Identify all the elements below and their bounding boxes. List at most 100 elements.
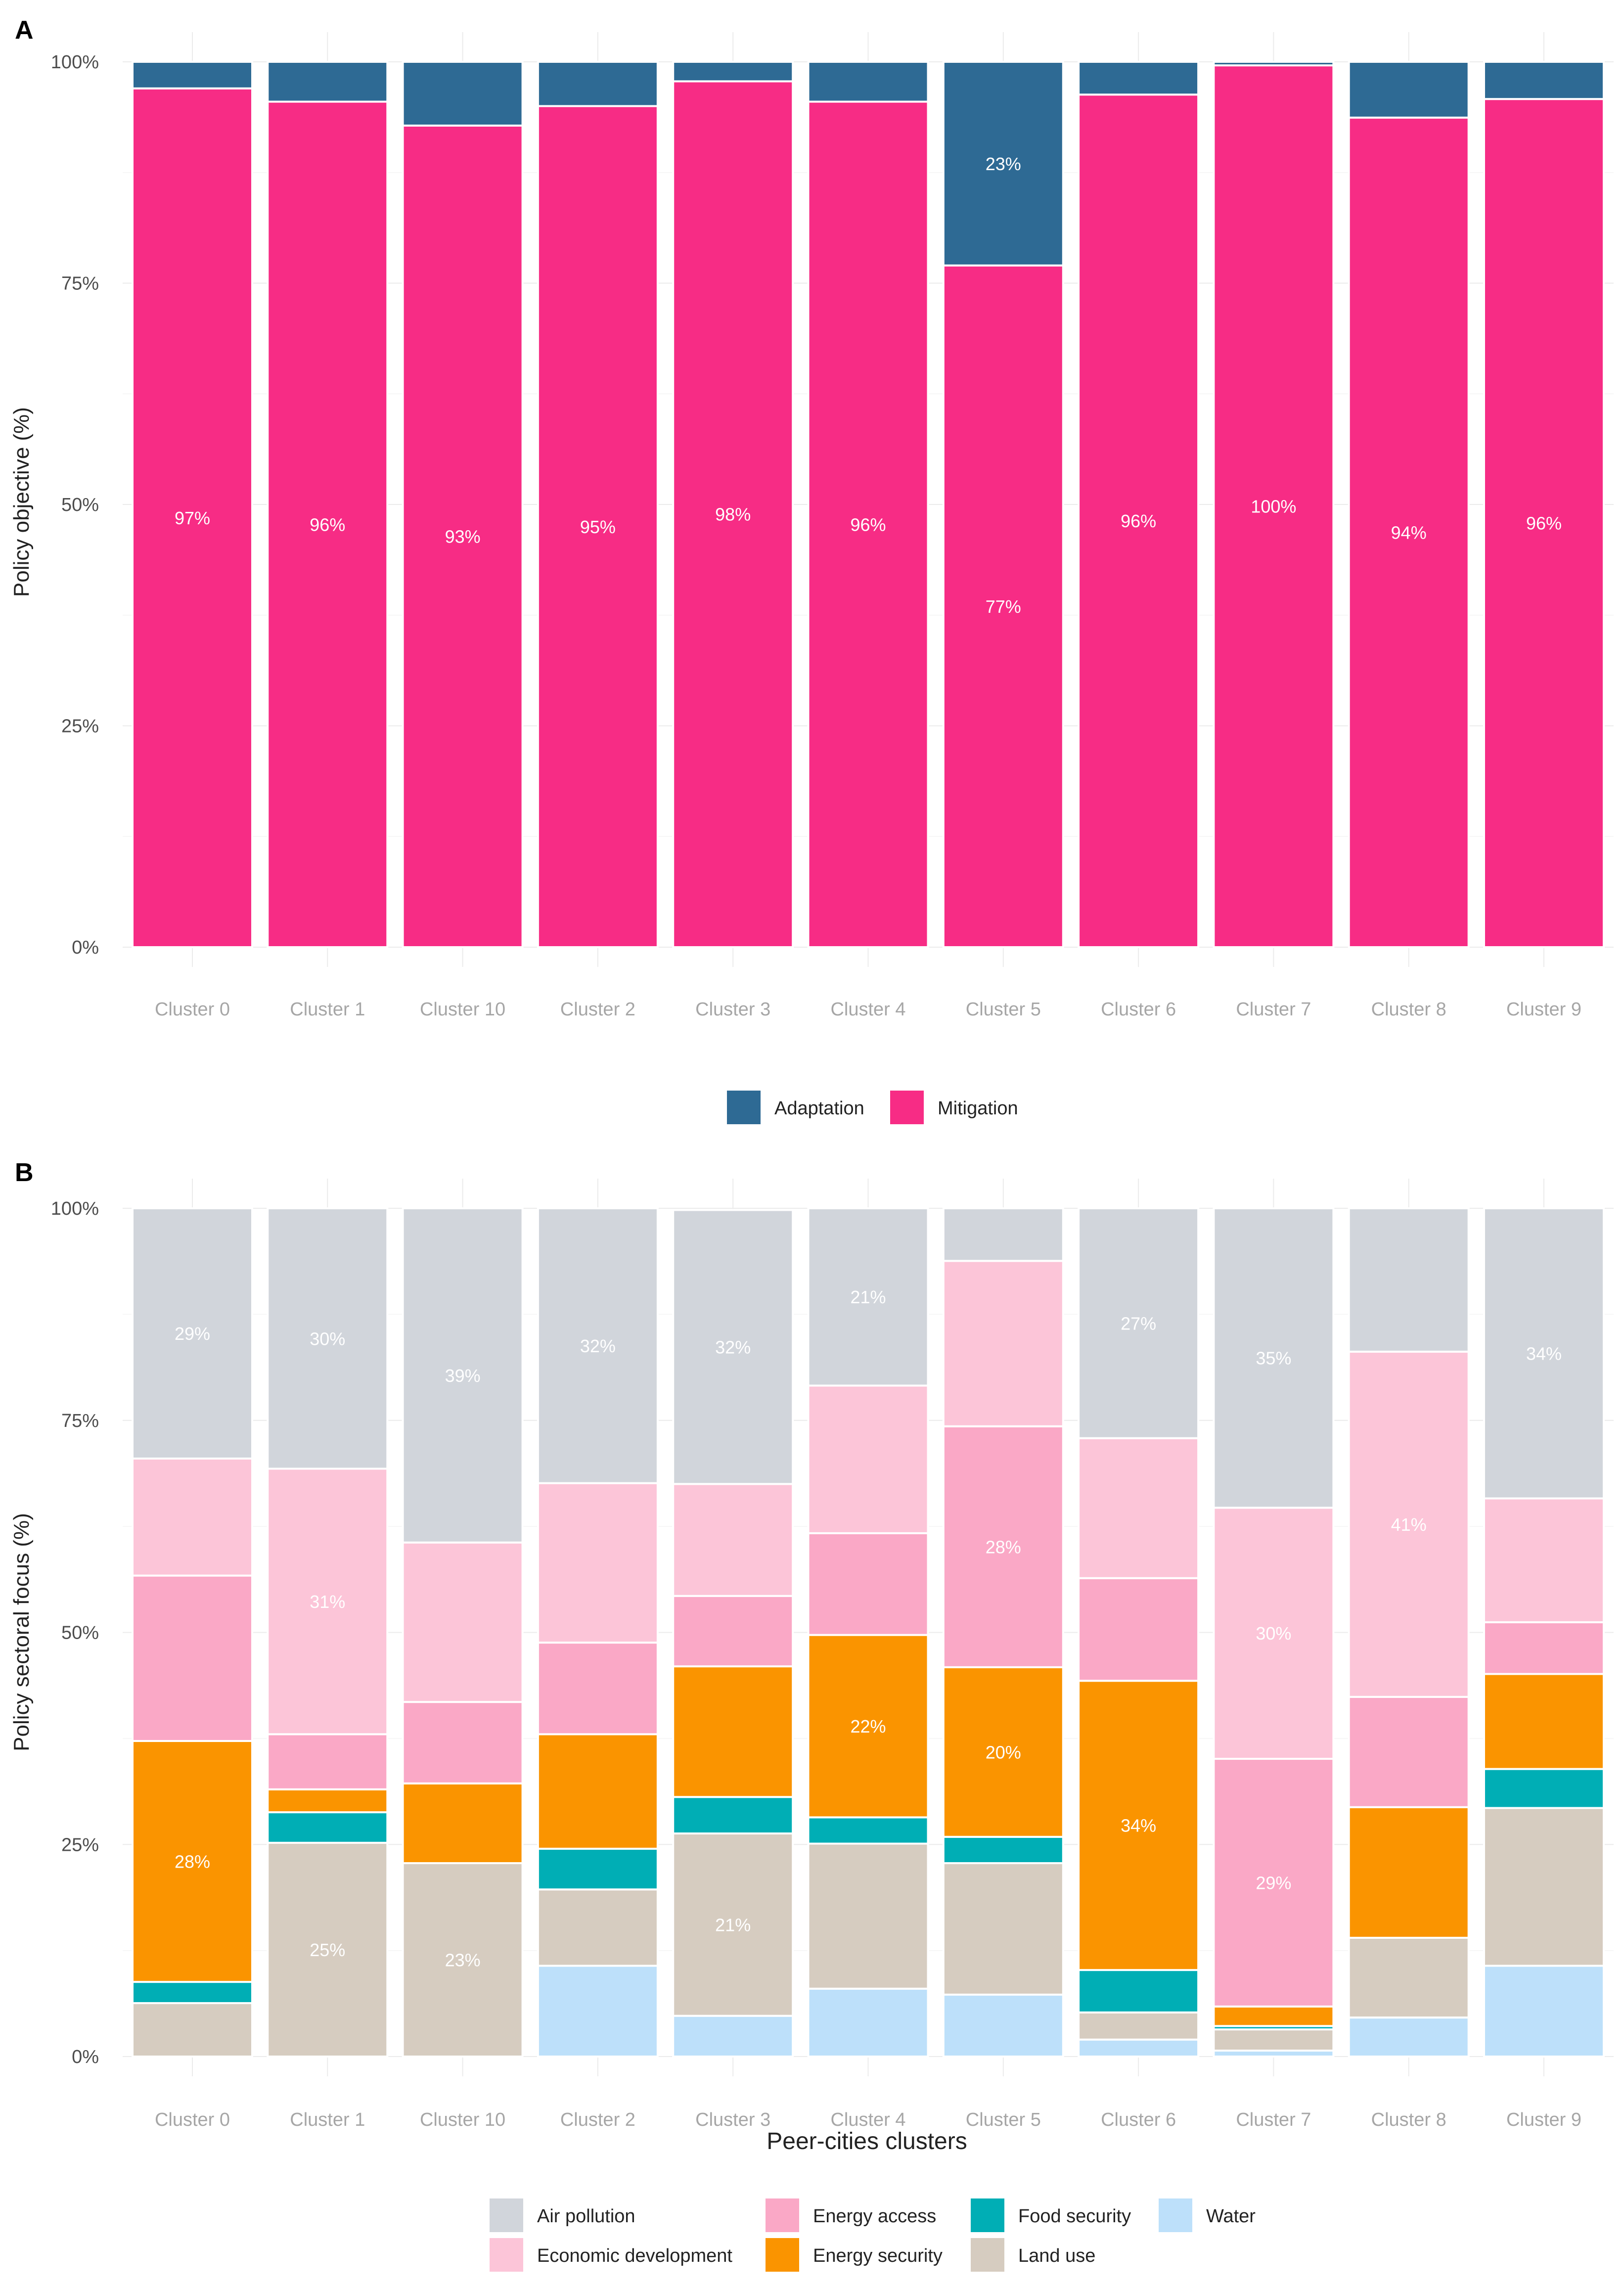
data-label: 96% — [1526, 513, 1562, 534]
x-tick-label: Cluster 10 — [420, 2109, 505, 2130]
legend-swatch-water — [1159, 2198, 1192, 2232]
bar-segment-cluster-9-economic-development — [1483, 1497, 1605, 1623]
x-tick-label: Cluster 8 — [1371, 999, 1446, 1020]
bar-segment-cluster-0-adaptation — [132, 61, 253, 90]
x-tick-label: Cluster 7 — [1236, 2109, 1311, 2130]
panel-b-x-axis-title: Peer-cities clusters — [767, 2128, 967, 2154]
bar-segment-cluster-0-mitigation — [132, 87, 253, 949]
x-tick-label: Cluster 8 — [1371, 2109, 1446, 2130]
legend-label-economic-development: Economic development — [537, 2245, 732, 2266]
data-label: 100% — [1251, 497, 1296, 517]
bar-segment-cluster-2-adaptation — [537, 61, 659, 107]
data-label: 25% — [310, 1940, 345, 1960]
data-label: 35% — [1256, 1348, 1291, 1369]
panel-a-x-ticks: Cluster 0 Cluster 1 Cluster 10 Cluster 2 Clu… — [155, 999, 1581, 1020]
panel-a-y-ticks: 0% 25% 50% 75% 100% — [51, 52, 99, 958]
bar-segment-cluster-5-energy-security — [942, 1666, 1064, 1838]
x-tick-label: Cluster 1 — [290, 999, 365, 1020]
legend-label-food-security: Food security — [1018, 2206, 1131, 2227]
bar-segment-cluster-2-energy-security — [537, 1733, 659, 1850]
bar-segment-cluster-9-air-pollution — [1483, 1207, 1605, 1500]
bar-segment-cluster-5-economic-development — [942, 1260, 1064, 1427]
bar-segment-cluster-6-air-pollution — [1078, 1207, 1200, 1439]
panel-b-x-ticks: Cluster 0 Cluster 1 Cluster 10 Cluster 2 Clu… — [155, 2109, 1581, 2130]
bar-segment-cluster-5-mitigation — [942, 264, 1064, 949]
panel-b-y-ticks: 0% 25% 50% 75% 100% — [51, 1198, 99, 2067]
x-tick-label: Cluster 5 — [966, 999, 1041, 1020]
data-label: 95% — [580, 517, 616, 537]
x-tick-label: Cluster 3 — [695, 2109, 770, 2130]
legend-swatch-air-pollution — [490, 2198, 523, 2232]
bar-segment-cluster-1-adaptation — [267, 61, 389, 103]
bar-segment-cluster-2-air-pollution — [537, 1207, 659, 1484]
x-tick-label: Cluster 4 — [830, 2109, 905, 2130]
bar-segment-cluster-7-energy-security — [1213, 2005, 1335, 2027]
x-tick-label: Cluster 6 — [1101, 2109, 1176, 2130]
bar-segment-cluster-10-mitigation — [402, 124, 524, 948]
bar-segment-cluster-5-water — [942, 1993, 1064, 2058]
data-label: 22% — [850, 1716, 886, 1737]
bar-segment-cluster-1-energy-access — [267, 1733, 389, 1790]
x-tick-label: Cluster 3 — [695, 999, 770, 1020]
bar-segment-cluster-1-mitigation — [267, 100, 389, 948]
bar-segment-cluster-9-mitigation — [1483, 98, 1605, 948]
data-label: 41% — [1391, 1514, 1427, 1535]
data-label: 21% — [850, 1287, 886, 1307]
bar-segment-cluster-4-air-pollution — [807, 1207, 929, 1387]
bar-segment-cluster-5-energy-access — [942, 1425, 1064, 1668]
bar-segment-cluster-4-energy-access — [807, 1532, 929, 1636]
bar-segment-cluster-0-land-use — [132, 2002, 253, 2058]
bar-segment-cluster-3-air-pollution — [672, 1209, 794, 1485]
legend-swatch-economic-development — [490, 2238, 523, 2272]
x-tick-label: Cluster 0 — [155, 2109, 230, 2130]
bar-segment-cluster-5-adaptation — [942, 61, 1064, 267]
data-label: 31% — [310, 1592, 345, 1612]
y-tick-label: 25% — [61, 716, 99, 737]
bar-segment-cluster-2-water — [537, 1965, 659, 2058]
data-label: 30% — [310, 1328, 345, 1349]
panel-a: A 97% 96%93% 95%98%96%77%23%96%100%94% 96% … — [9, 16, 1614, 1124]
panel-b-y-axis-title: Policy sectoral focus (%) — [9, 1513, 34, 1751]
y-tick-label: 0% — [72, 937, 99, 958]
bar-segment-cluster-2-energy-access — [537, 1642, 659, 1736]
bar-segment-cluster-8-energy-access — [1348, 1695, 1470, 1808]
legend-label-mitigation: Mitigation — [938, 1098, 1018, 1119]
bar-segment-cluster-6-adaptation — [1078, 61, 1200, 96]
bar-segment-cluster-8-adaptation — [1348, 61, 1470, 119]
bar-segment-cluster-10-energy-security — [402, 1782, 524, 1864]
bar-segment-cluster-3-economic-development — [672, 1483, 794, 1597]
panel-b: B 29% 28% 30% 31% 25% 39% 23% 32% 32% 21% 21% 22% 28… — [9, 1158, 1614, 2272]
bar-segment-cluster-5-food-security — [942, 1835, 1064, 1864]
y-tick-label: 100% — [51, 52, 99, 73]
data-label: 23% — [986, 154, 1021, 174]
data-label: 32% — [715, 1337, 751, 1357]
bar-segment-cluster-9-energy-security — [1483, 1673, 1605, 1770]
legend-swatch-mitigation — [890, 1091, 924, 1124]
data-label: 97% — [175, 508, 210, 528]
bar-segment-cluster-2-land-use — [537, 1888, 659, 1967]
bar-segment-cluster-10-energy-access — [402, 1701, 524, 1785]
bar-segment-cluster-0-economic-development — [132, 1457, 253, 1577]
bar-segment-cluster-9-adaptation — [1483, 61, 1605, 100]
legend-label-energy-access: Energy access — [813, 2206, 936, 2227]
bar-segment-cluster-8-land-use — [1348, 1936, 1470, 2019]
data-label: 96% — [850, 514, 886, 535]
x-tick-label: Cluster 9 — [1506, 2109, 1581, 2130]
data-label: 32% — [580, 1336, 616, 1356]
bar-segment-cluster-7-mitigation — [1213, 64, 1335, 948]
bar-segment-cluster-3-adaptation — [672, 61, 794, 83]
bar-segment-cluster-9-water — [1483, 1965, 1605, 2058]
bar-segment-cluster-7-land-use — [1213, 2028, 1335, 2052]
bar-segment-cluster-3-food-security — [672, 1796, 794, 1834]
bar-segment-cluster-9-food-security — [1483, 1768, 1605, 1809]
bar-segment-cluster-1-energy-security — [267, 1788, 389, 1814]
legend-label-air-pollution: Air pollution — [537, 2206, 635, 2227]
x-tick-label: Cluster 0 — [155, 999, 230, 1020]
bar-segment-cluster-1-food-security — [267, 1811, 389, 1844]
bar-segment-cluster-1-economic-development — [267, 1467, 389, 1736]
x-tick-label: Cluster 6 — [1101, 999, 1176, 1020]
panel-a-y-axis-title: Policy objective (%) — [9, 407, 34, 597]
data-label: 30% — [1256, 1623, 1291, 1644]
legend-swatch-energy-security — [766, 2238, 799, 2272]
x-tick-label: Cluster 2 — [560, 2109, 635, 2130]
